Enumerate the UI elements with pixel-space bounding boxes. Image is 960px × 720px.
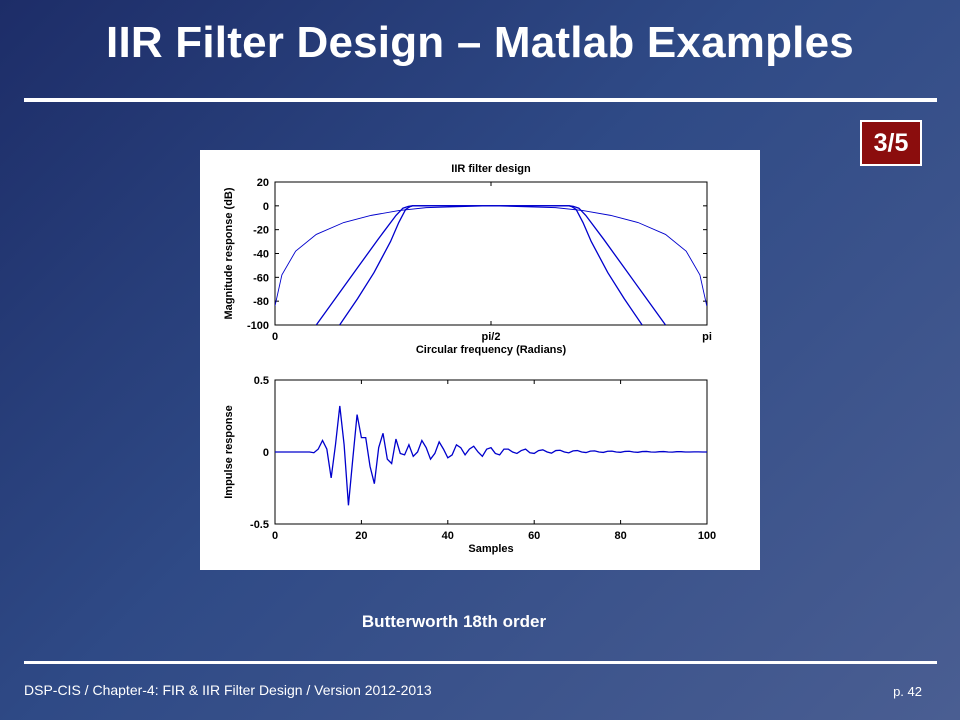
magnitude-x-tick-label: 0 xyxy=(272,331,278,343)
slide-title: IIR Filter Design – Matlab Examples xyxy=(106,18,854,67)
impulse-x-tick-label: 80 xyxy=(614,530,626,542)
footer-page-number: p. 42 xyxy=(893,684,922,699)
magnitude-x-axis-label: Circular frequency (Radians) xyxy=(416,344,567,356)
figure-caption: Butterworth 18th order xyxy=(361,612,547,631)
impulse-series-line-1 xyxy=(275,405,707,506)
magnitude-series-line-2 xyxy=(315,205,667,325)
impulse-x-axis-label: Samples xyxy=(468,543,513,555)
magnitude-series-line-3 xyxy=(339,205,643,325)
impulse-y-tick-label: 0.5 xyxy=(254,375,269,387)
magnitude-x-tick-label: pi xyxy=(702,331,712,343)
impulse-x-tick-label: 0 xyxy=(272,530,278,542)
impulse-y-tick-label: 0 xyxy=(263,447,269,459)
impulse-y-axis-label: Impulse response xyxy=(223,405,235,499)
figure-canvas: 0 pi/2 pi 20 0 -20 -40 -60 -80 -100 IIR filter des… xyxy=(223,163,716,555)
magnitude-y-tick-label: 20 xyxy=(257,177,269,189)
footer-divider xyxy=(24,661,937,664)
footer-course-info: DSP-CIS / Chapter-4: FIR & IIR Filter De… xyxy=(24,682,432,698)
impulse-x-tick-label: 100 xyxy=(698,530,716,542)
magnitude-y-tick-label: -100 xyxy=(247,320,269,332)
magnitude-y-tick-label: -20 xyxy=(253,225,269,237)
page-badge: 3/5 xyxy=(860,120,922,166)
matlab-figure: 0 pi/2 pi 20 0 -20 -40 -60 -80 -100 IIR filter des… xyxy=(200,150,760,570)
title-divider xyxy=(24,98,937,102)
impulse-y-tick-label: -0.5 xyxy=(250,519,269,531)
magnitude-y-tick-label: -80 xyxy=(253,296,269,308)
impulse-x-tick-label: 60 xyxy=(528,530,540,542)
magnitude-y-axis-label: Magnitude response (dB) xyxy=(223,187,235,319)
magnitude-axes-box xyxy=(274,181,708,326)
magnitude-x-tick-label: pi/2 xyxy=(482,331,501,343)
impulse-x-tick-label: 40 xyxy=(442,530,454,542)
magnitude-y-tick-label: -60 xyxy=(253,272,269,284)
magnitude-y-tick-label: 0 xyxy=(263,201,269,213)
magnitude-series-line-1 xyxy=(275,205,707,307)
magnitude-y-tick-label: -40 xyxy=(253,249,269,261)
impulse-x-tick-label: 20 xyxy=(355,530,367,542)
magnitude-chart-title: IIR filter design xyxy=(451,163,531,175)
